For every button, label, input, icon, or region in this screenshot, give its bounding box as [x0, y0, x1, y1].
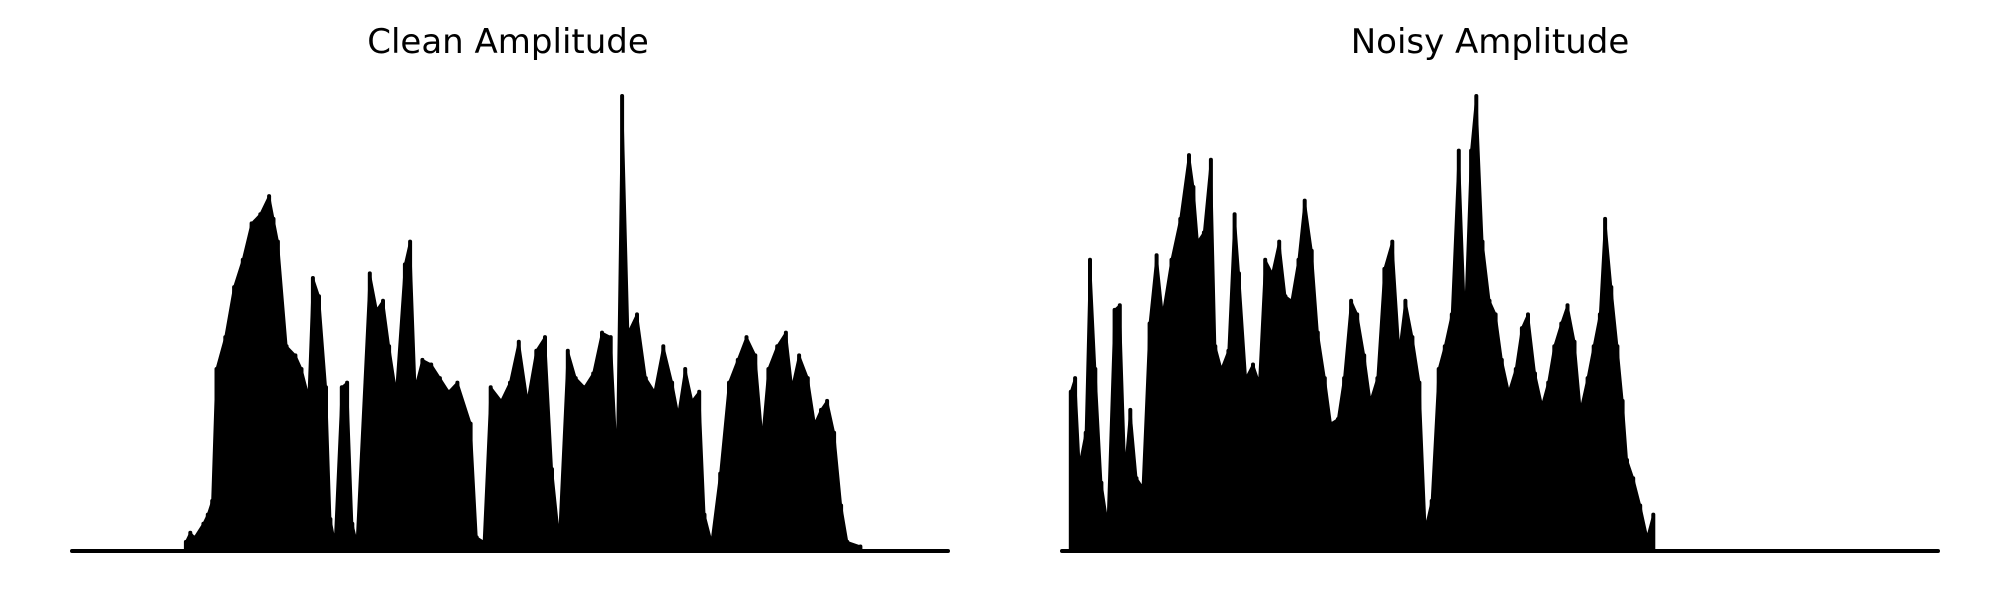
chart-panel-noisy: Noisy Amplitude — [1000, 0, 2000, 600]
noisy-amplitude-plot — [1060, 94, 1940, 553]
chart-title: Clean Amplitude — [367, 22, 649, 62]
chart-panel-clean: Clean Amplitude — [70, 22, 950, 553]
chart-title: Noisy Amplitude — [1350, 22, 1630, 62]
clean-amplitude-plot — [70, 94, 950, 553]
